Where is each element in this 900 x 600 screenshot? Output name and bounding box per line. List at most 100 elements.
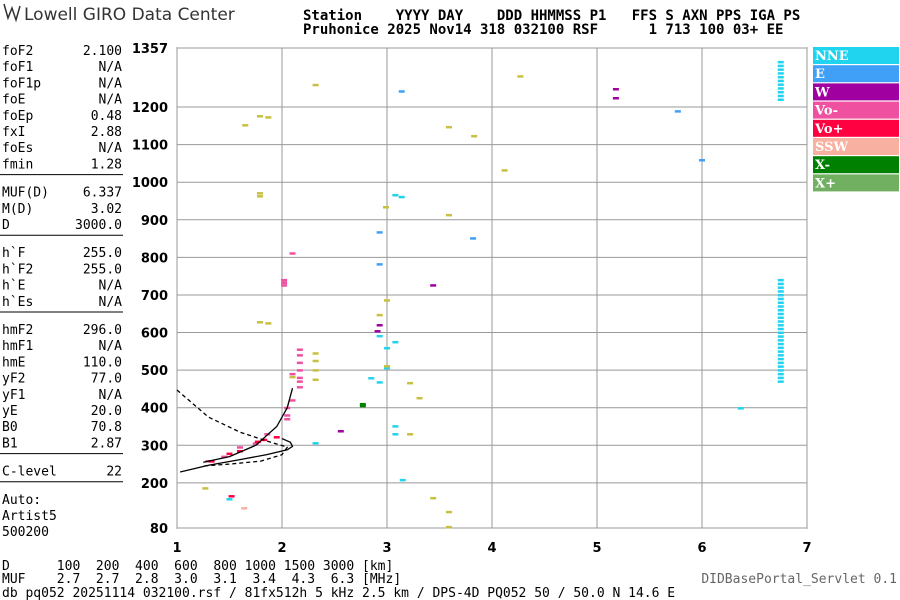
echo — [384, 364, 390, 368]
param-value: 1.28 — [91, 157, 122, 172]
param-name: hmF1 — [2, 339, 33, 354]
param-name: B1 — [2, 436, 18, 451]
echo — [296, 386, 303, 389]
echo — [289, 372, 296, 376]
echo — [281, 284, 288, 287]
echo — [312, 352, 319, 355]
echo — [376, 381, 383, 384]
param-value: N/A — [99, 76, 123, 91]
legend-swatch — [813, 119, 899, 137]
echo — [296, 376, 303, 380]
legend-label: Vo- — [814, 104, 838, 119]
echo — [407, 433, 414, 436]
echo — [777, 312, 784, 316]
param-name: foF1 — [2, 60, 33, 75]
echo — [777, 331, 784, 335]
param-name: foE — [2, 93, 25, 108]
echo — [777, 301, 784, 304]
auto-text: Artist5 — [2, 509, 57, 524]
echo — [777, 335, 784, 338]
param-value: 22 — [106, 465, 122, 480]
echo — [777, 316, 784, 320]
echo — [312, 83, 319, 87]
echo — [777, 94, 784, 98]
echo — [312, 369, 319, 372]
echo — [392, 193, 399, 197]
echo — [384, 299, 390, 302]
trace — [203, 388, 294, 463]
header-line: Pruhonice 2025 Nov14 318 032100 RSF 1 71… — [303, 22, 783, 38]
echo — [226, 498, 233, 501]
legend-swatch — [813, 65, 899, 83]
echo — [392, 425, 399, 428]
y-tick-label: 900 — [141, 214, 168, 229]
legend-label: X+ — [815, 176, 836, 191]
echo — [392, 340, 399, 344]
echo — [737, 407, 744, 410]
y-tick-label: 1200 — [132, 101, 168, 116]
param-name: yE — [2, 404, 18, 419]
echo — [777, 342, 784, 346]
x-tick-label: 1 — [172, 541, 181, 556]
x-tick-label: 2 — [277, 541, 286, 556]
legend-label: Vo+ — [814, 122, 843, 137]
echo — [359, 404, 366, 408]
echo — [202, 487, 209, 490]
echo — [777, 357, 784, 361]
echo — [284, 414, 291, 417]
echo — [501, 169, 508, 172]
echo — [226, 452, 233, 456]
y-tick-label: 1000 — [132, 176, 168, 191]
legend-label: SSW — [815, 140, 848, 155]
param-value: 20.0 — [91, 404, 122, 419]
legend-swatch — [813, 83, 899, 101]
legend-swatch — [813, 174, 899, 192]
logo: Lowell GIRO Data Center — [24, 5, 235, 25]
echo — [777, 376, 784, 380]
legend-swatch — [813, 101, 899, 119]
echo — [445, 510, 452, 514]
param-name: hmE — [2, 355, 25, 370]
echo — [228, 495, 235, 498]
param-name: B0 — [2, 420, 18, 435]
echo — [777, 64, 784, 68]
echo — [777, 346, 784, 350]
echo — [445, 125, 452, 129]
param-value: N/A — [99, 93, 123, 108]
param-value: 255.0 — [83, 246, 122, 261]
param-value: 3.02 — [91, 202, 122, 217]
legend-label: X- — [815, 158, 830, 173]
x-tick-label: 3 — [382, 541, 391, 556]
param-value: 3000.0 — [75, 218, 122, 233]
echo — [374, 330, 381, 333]
footer-info: db pq052 20251114 032100.rsf / 81fx512h … — [2, 586, 675, 600]
param-name: foEs — [2, 141, 33, 156]
param-value: 0.48 — [91, 109, 122, 124]
servlet: DIDBasePortal_Servlet 0.1 — [701, 572, 897, 587]
param-value: N/A — [99, 60, 123, 75]
echo — [296, 361, 303, 365]
echo — [777, 339, 784, 342]
echo — [376, 263, 383, 266]
echo — [382, 205, 389, 209]
echo — [777, 327, 784, 331]
echo — [777, 297, 784, 301]
y-tick-label: 80 — [150, 522, 168, 537]
param-value: 70.8 — [91, 420, 122, 435]
echo — [430, 496, 437, 500]
y-tick-label: 600 — [141, 327, 168, 342]
header-line: Station YYYY DAY DDD HHMMSS P1 FFS S AXN… — [303, 8, 800, 24]
param-value: 77.0 — [91, 372, 122, 387]
echo — [281, 281, 288, 285]
echo — [470, 237, 477, 240]
echo — [296, 354, 303, 357]
echo — [399, 478, 406, 482]
echo — [777, 320, 784, 323]
echo — [384, 366, 390, 370]
param-name: fxI — [2, 125, 25, 140]
echo — [777, 354, 784, 357]
echo — [445, 213, 452, 217]
echo — [777, 72, 784, 75]
echo — [777, 372, 784, 376]
